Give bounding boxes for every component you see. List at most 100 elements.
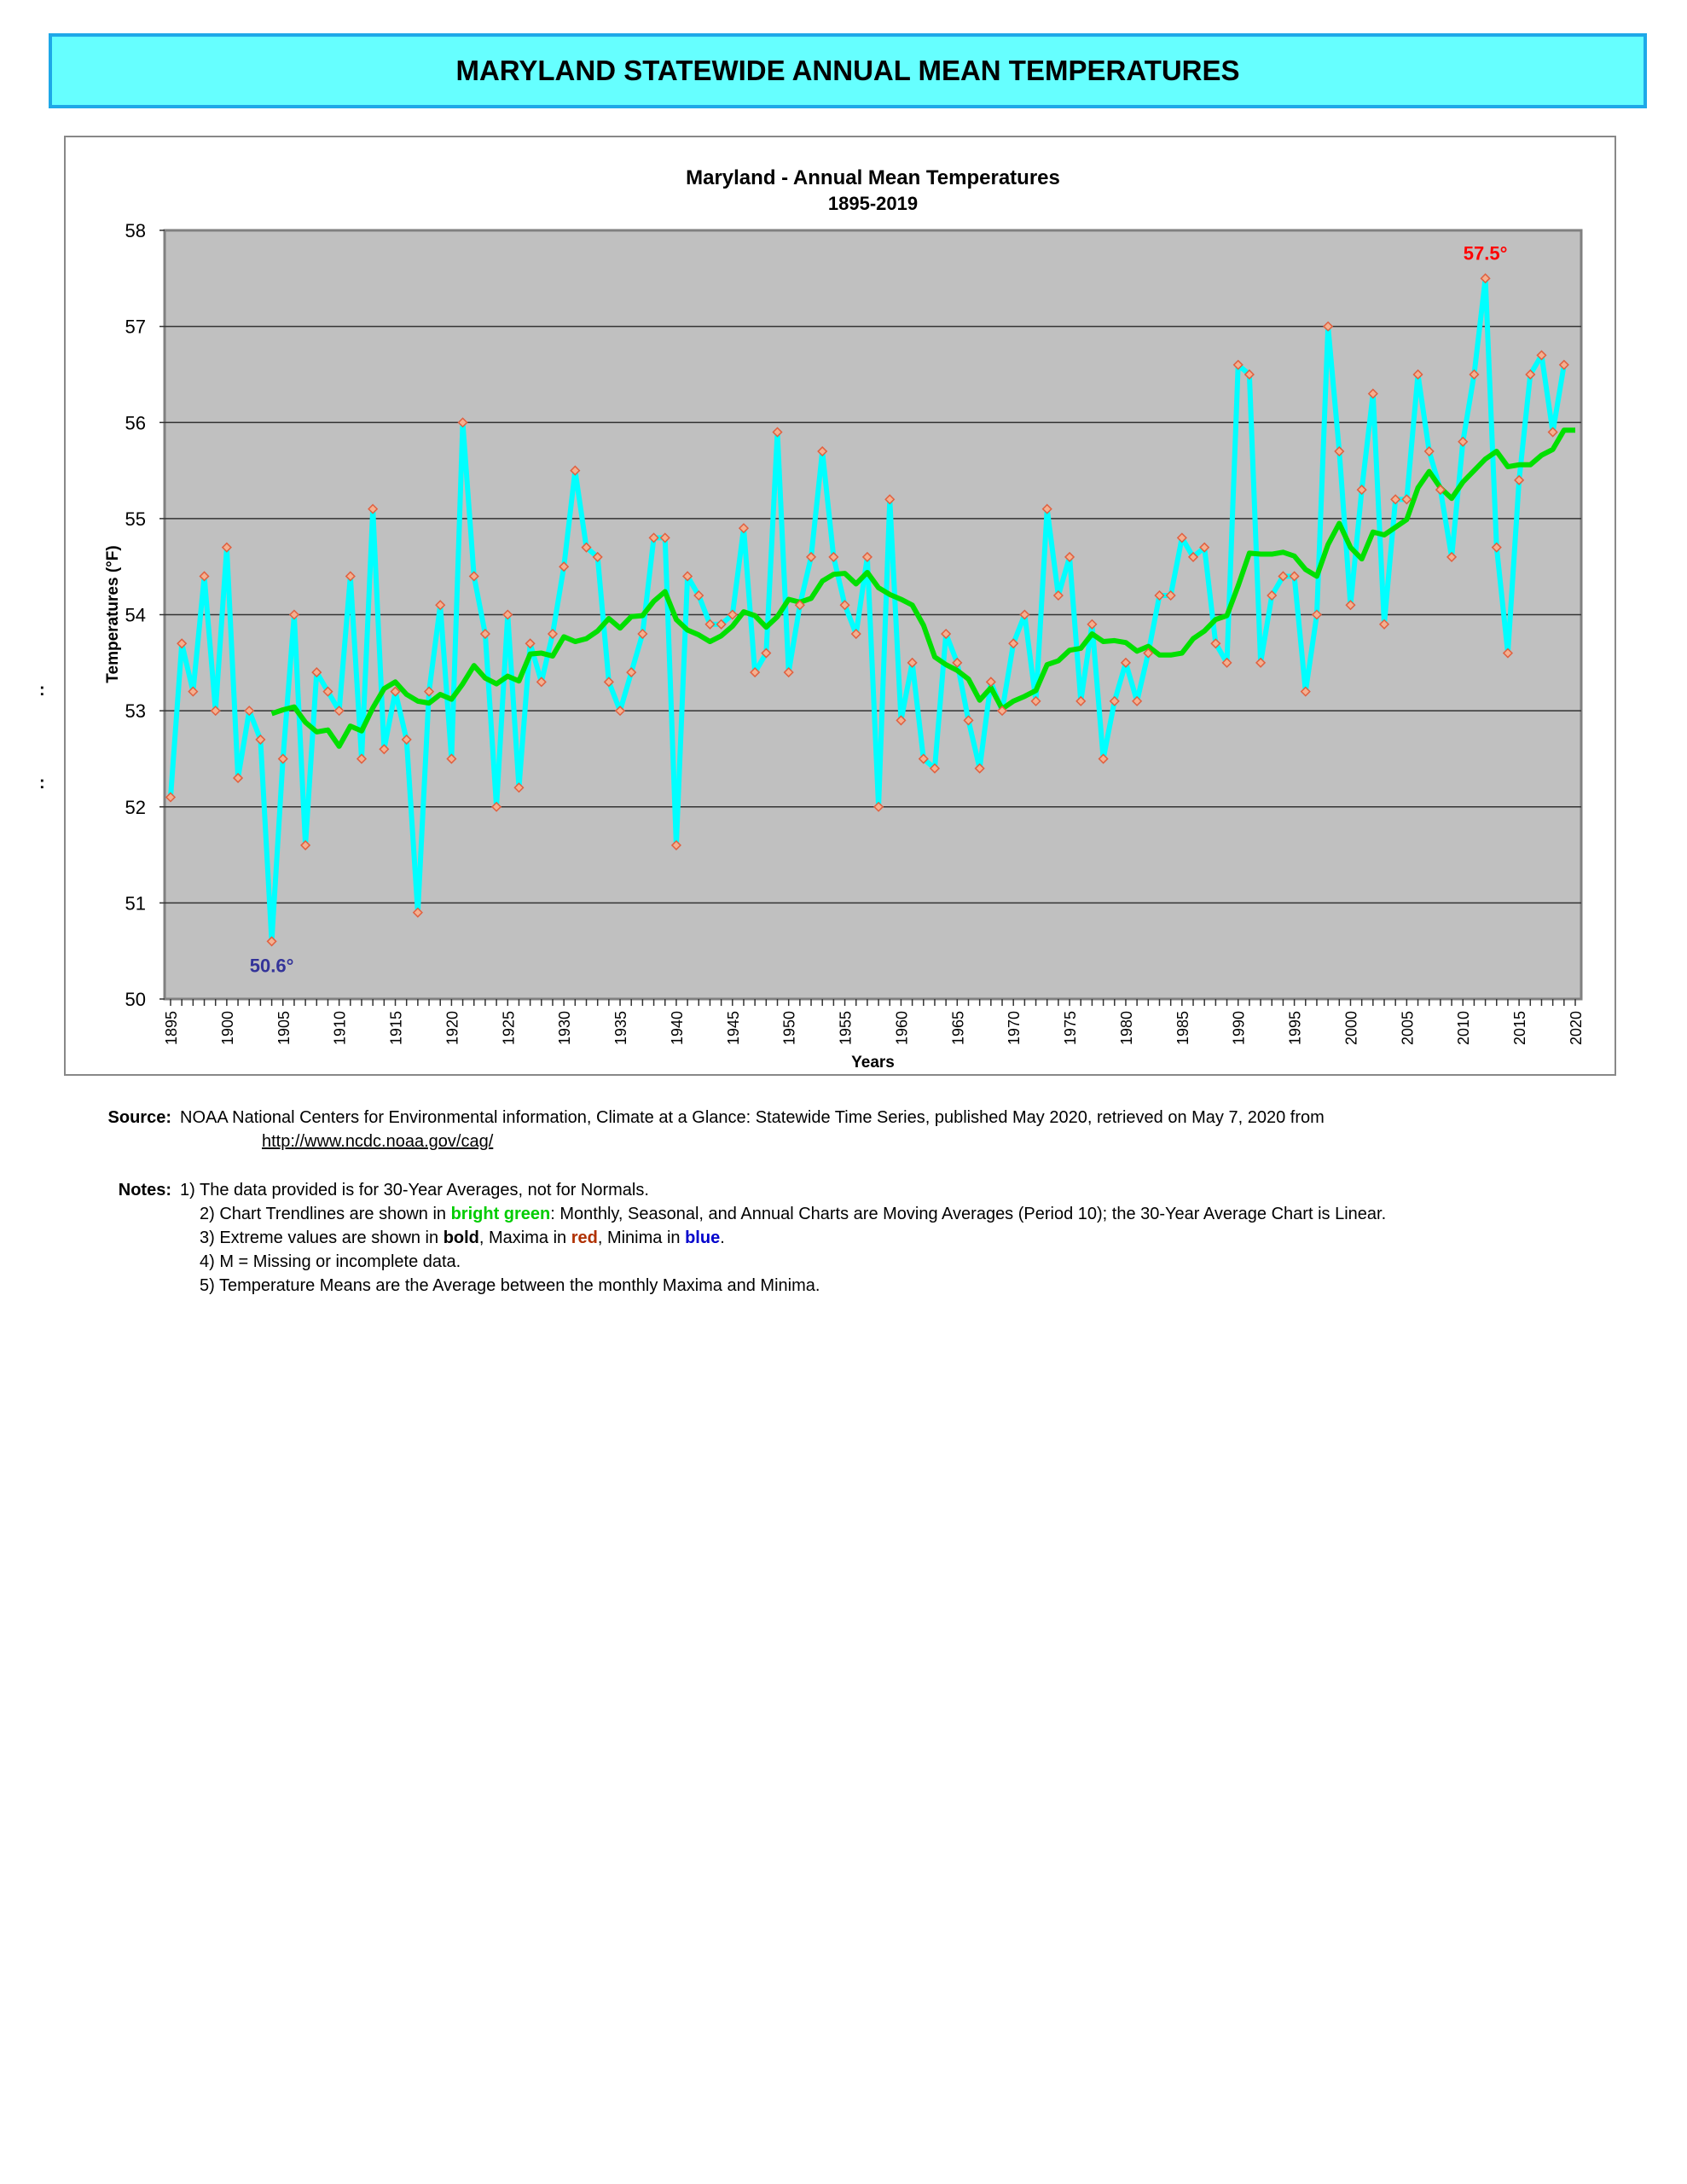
data-point — [368, 503, 379, 514]
x-tick-label: 2010 — [1455, 1011, 1472, 1045]
moving-average-trendline — [270, 427, 1575, 749]
data-point — [1255, 657, 1267, 668]
data-point — [1221, 657, 1232, 668]
data-point — [221, 542, 232, 553]
data-point — [1547, 427, 1558, 438]
x-tick-label: 1940 — [669, 1011, 686, 1045]
source-label: Source: — [107, 1108, 171, 1127]
chart-subtitle: 1895-2019 — [828, 193, 918, 214]
data-point — [659, 532, 670, 543]
data-point — [255, 734, 266, 745]
data-point — [468, 571, 479, 582]
data-point — [1154, 590, 1165, 601]
x-tick-label: 1995 — [1287, 1011, 1304, 1045]
x-tick-label: 1925 — [500, 1011, 517, 1045]
data-point — [502, 609, 513, 620]
data-point — [199, 571, 210, 582]
note-4: 4) M = Missing or incomplete data. — [200, 1252, 461, 1271]
note-3: 3) Extreme values are shown in bold, Max… — [200, 1228, 725, 1248]
data-point — [356, 753, 368, 764]
data-point — [412, 907, 423, 918]
x-tick-label: 1980 — [1118, 1011, 1135, 1045]
x-tick-label: 1970 — [1006, 1011, 1023, 1045]
data-point — [794, 600, 805, 611]
data-point — [929, 763, 941, 774]
x-tick-label: 1900 — [219, 1011, 236, 1045]
y-tick-label: 50 — [125, 989, 146, 1010]
data-point — [1075, 695, 1087, 706]
data-point — [996, 706, 1008, 717]
y-tick-label: 58 — [125, 220, 146, 241]
x-tick-label: 1930 — [556, 1011, 573, 1045]
data-point — [390, 686, 401, 697]
data-point — [536, 677, 547, 688]
y-tick-label: 53 — [125, 700, 146, 722]
data-point — [1401, 494, 1412, 505]
data-point — [637, 628, 648, 640]
note-2: 2) Chart Trendlines are shown in bright … — [200, 1205, 1386, 1224]
data-point — [581, 542, 592, 553]
data-point — [861, 551, 872, 562]
data-point — [1334, 445, 1345, 457]
data-point — [1311, 609, 1323, 620]
data-point — [401, 734, 412, 745]
data-point — [1525, 369, 1536, 380]
x-tick-label: 1985 — [1174, 1011, 1191, 1045]
data-point — [839, 600, 850, 611]
data-point — [592, 551, 603, 562]
data-point — [1041, 503, 1052, 514]
data-point — [1469, 369, 1480, 380]
data-point — [1143, 648, 1154, 659]
data-point — [1267, 590, 1278, 601]
x-tick-label: 1905 — [275, 1011, 293, 1045]
y-tick-label: 54 — [125, 605, 146, 626]
data-point — [873, 801, 884, 812]
data-point — [772, 427, 783, 438]
data-point — [693, 590, 704, 601]
data-point — [1064, 551, 1075, 562]
data-point — [1480, 273, 1491, 284]
data-point — [648, 532, 659, 543]
note-3-bold: bold — [443, 1228, 479, 1247]
data-point — [670, 839, 681, 851]
data-point — [570, 465, 581, 476]
data-point — [1120, 657, 1132, 668]
data-point — [805, 551, 817, 562]
data-point — [704, 619, 716, 630]
data-point — [1423, 445, 1435, 457]
x-tick-label: 1990 — [1231, 1011, 1248, 1045]
data-point — [952, 657, 963, 668]
y-tick-label: 57 — [125, 317, 146, 338]
note-3-text-2: , Maxima in — [478, 1228, 571, 1247]
x-tick-label: 1950 — [781, 1011, 798, 1045]
x-tick-label: 2020 — [1568, 1011, 1585, 1045]
data-point — [1502, 648, 1514, 659]
x-tick-label: 1910 — [332, 1011, 349, 1045]
data-point — [1165, 590, 1176, 601]
data-point — [1098, 753, 1109, 764]
chart-frame — [64, 136, 1616, 1076]
x-tick-label: 1895 — [163, 1011, 180, 1045]
note-3-red: red — [571, 1228, 598, 1247]
data-point — [1378, 619, 1390, 630]
data-point — [738, 523, 750, 534]
data-point — [1536, 350, 1547, 361]
x-tick-label: 1920 — [443, 1011, 461, 1045]
data-point — [974, 763, 985, 774]
data-point — [1232, 359, 1244, 370]
source-text: NOAA National Centers for Environmental … — [180, 1108, 1325, 1127]
data-point — [1289, 571, 1300, 582]
data-point — [1458, 436, 1469, 447]
data-point — [165, 792, 177, 803]
y-axis-label: Temperatures (°F) — [104, 545, 122, 682]
data-point — [985, 677, 996, 688]
data-point — [1367, 388, 1378, 399]
extreme-value-label: 57.5° — [1464, 242, 1508, 264]
data-point — [1030, 695, 1041, 706]
source-link[interactable]: http://www.ncdc.noaa.gov/cag/ — [262, 1132, 494, 1151]
x-axis-label: Years — [851, 1054, 895, 1072]
data-point — [513, 782, 525, 793]
colon-mark: : — [39, 681, 45, 700]
note-3-text-3: , Minima in — [597, 1228, 686, 1247]
